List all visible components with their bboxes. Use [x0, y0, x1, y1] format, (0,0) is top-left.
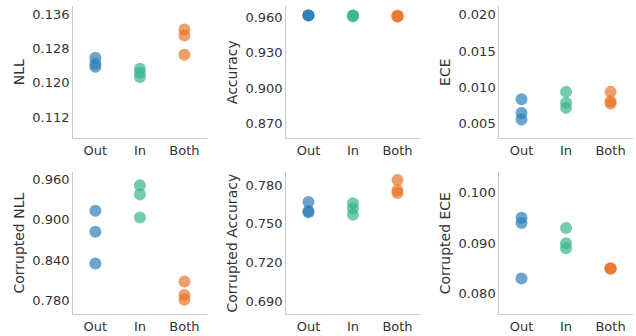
- svg-text:Accuracy: Accuracy: [224, 40, 240, 104]
- svg-text:Both: Both: [595, 143, 625, 158]
- svg-text:0.960: 0.960: [245, 10, 282, 25]
- svg-text:0.128: 0.128: [32, 41, 69, 56]
- svg-text:0.010: 0.010: [458, 80, 495, 95]
- svg-text:Corrupted ECE: Corrupted ECE: [437, 192, 453, 294]
- svg-text:Both: Both: [169, 143, 199, 158]
- svg-text:Corrupted Accuracy: Corrupted Accuracy: [224, 174, 240, 313]
- svg-text:0.090: 0.090: [458, 236, 495, 251]
- svg-text:0.112: 0.112: [32, 110, 69, 125]
- svg-text:Out: Out: [84, 143, 108, 158]
- svg-text:In: In: [560, 319, 572, 334]
- svg-text:0.005: 0.005: [458, 116, 495, 131]
- svg-text:Out: Out: [297, 143, 321, 158]
- svg-text:Both: Both: [382, 319, 412, 334]
- svg-text:NLL: NLL: [11, 59, 27, 85]
- svg-text:0.930: 0.930: [245, 45, 282, 60]
- svg-text:0.100: 0.100: [458, 185, 495, 200]
- svg-text:0.080: 0.080: [458, 286, 495, 301]
- svg-text:In: In: [134, 143, 146, 158]
- svg-text:0.840: 0.840: [32, 253, 69, 268]
- svg-text:In: In: [347, 319, 359, 334]
- svg-text:Both: Both: [382, 143, 412, 158]
- svg-text:0.780: 0.780: [245, 178, 282, 193]
- svg-text:0.120: 0.120: [32, 75, 69, 90]
- svg-text:0.136: 0.136: [32, 7, 69, 22]
- svg-text:0.960: 0.960: [32, 172, 69, 187]
- svg-text:Corrupted NLL: Corrupted NLL: [11, 193, 27, 294]
- svg-text:In: In: [560, 143, 572, 158]
- svg-text:Out: Out: [84, 319, 108, 334]
- svg-text:Out: Out: [297, 319, 321, 334]
- svg-text:Out: Out: [510, 319, 534, 334]
- svg-text:0.780: 0.780: [32, 293, 69, 308]
- svg-text:In: In: [134, 319, 146, 334]
- svg-text:Out: Out: [510, 143, 534, 158]
- svg-text:ECE: ECE: [437, 58, 453, 85]
- svg-text:Both: Both: [169, 319, 199, 334]
- svg-text:0.020: 0.020: [458, 7, 495, 22]
- svg-text:0.870: 0.870: [245, 116, 282, 131]
- svg-text:0.900: 0.900: [245, 81, 282, 96]
- svg-text:0.720: 0.720: [245, 255, 282, 270]
- svg-text:0.750: 0.750: [245, 216, 282, 231]
- svg-text:Both: Both: [595, 319, 625, 334]
- svg-text:0.900: 0.900: [32, 212, 69, 227]
- svg-text:0.690: 0.690: [245, 294, 282, 309]
- svg-text:0.015: 0.015: [458, 44, 495, 59]
- svg-text:In: In: [347, 143, 359, 158]
